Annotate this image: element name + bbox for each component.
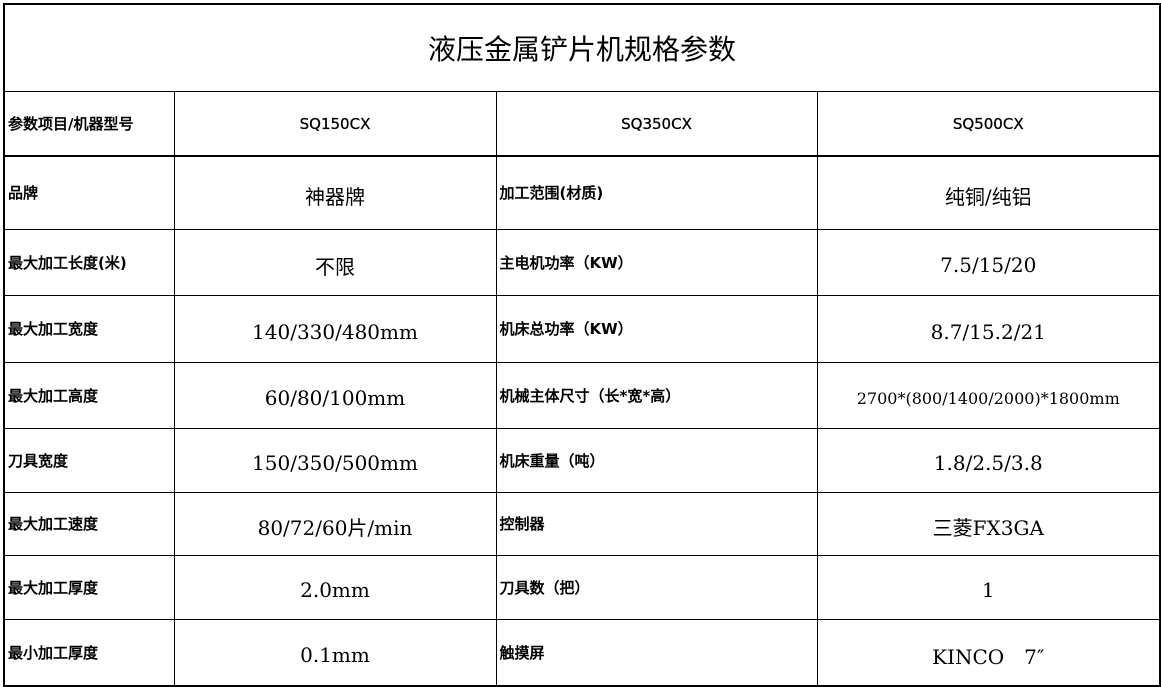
param-label: 机床重量（吨） <box>495 427 818 493</box>
param-value: 1 <box>816 554 1161 620</box>
param-value: 7.5/15/20 <box>816 228 1161 296</box>
param-label: 最大加工厚度 <box>3 554 175 620</box>
title-row: 液压金属铲片机规格参数 <box>3 3 1161 92</box>
param-label: 最大加工速度 <box>3 491 175 556</box>
param-value: 150/350/500mm <box>173 427 497 493</box>
param-value: 1.8/2.5/3.8 <box>816 427 1161 493</box>
param-label: 加工范围(材质) <box>495 155 818 230</box>
table-row: 刀具宽度 150/350/500mm 机床重量（吨） 1.8/2.5/3.8 <box>3 427 1161 493</box>
table-row: 最小加工厚度 0.1mm 触摸屏 KINCO 7″ <box>3 618 1161 687</box>
table-row: 最大加工宽度 140/330/480mm 机床总功率（KW） 8.7/15.2/21 <box>3 294 1161 363</box>
param-label: 机床总功率（KW） <box>495 294 818 363</box>
param-label: 刀具数（把） <box>495 554 818 620</box>
table-row: 最大加工高度 60/80/100mm 机械主体尺寸（长*宽*高） 2700*(800/… <box>3 361 1161 429</box>
table-title: 液压金属铲片机规格参数 <box>3 3 1161 92</box>
model-sq500cx: SQ500CX <box>816 91 1161 157</box>
param-label: 最大加工高度 <box>3 361 175 429</box>
param-value: 140/330/480mm <box>173 294 497 363</box>
param-value: KINCO 7″ <box>816 618 1161 687</box>
param-label: 品牌 <box>3 155 175 230</box>
table-row: 最大加工厚度 2.0mm 刀具数（把） 1 <box>3 554 1161 620</box>
param-label: 控制器 <box>495 491 818 556</box>
param-value: 0.1mm <box>173 618 497 687</box>
model-sq350cx: SQ350CX <box>495 91 818 157</box>
table-row: 最大加工长度(米) 不限 主电机功率（KW） 7.5/15/20 <box>3 228 1161 296</box>
param-label: 最大加工长度(米) <box>3 228 175 296</box>
param-label: 触摸屏 <box>495 618 818 687</box>
param-value: 80/72/60片/min <box>173 491 497 556</box>
param-value: 不限 <box>173 228 497 296</box>
param-value: 神器牌 <box>173 155 497 230</box>
header-row: 参数项目/机器型号 SQ150CX SQ350CX SQ500CX <box>3 91 1161 157</box>
param-value: 三菱FX3GA <box>816 491 1161 556</box>
param-value: 60/80/100mm <box>173 361 497 429</box>
param-label: 最大加工宽度 <box>3 294 175 363</box>
spec-table: 液压金属铲片机规格参数 参数项目/机器型号 SQ150CX SQ350CX SQ… <box>3 3 1161 687</box>
param-label: 机械主体尺寸（长*宽*高） <box>495 361 818 429</box>
param-label: 最小加工厚度 <box>3 618 175 687</box>
table-row: 品牌 神器牌 加工范围(材质) 纯铜/纯铝 <box>3 155 1161 230</box>
param-value: 纯铜/纯铝 <box>816 155 1161 230</box>
param-value: 2.0mm <box>173 554 497 620</box>
table-row: 最大加工速度 80/72/60片/min 控制器 三菱FX3GA <box>3 491 1161 556</box>
param-value: 8.7/15.2/21 <box>816 294 1161 363</box>
model-sq150cx: SQ150CX <box>173 91 497 157</box>
param-label: 主电机功率（KW） <box>495 228 818 296</box>
param-value: 2700*(800/1400/2000)*1800mm <box>816 361 1161 429</box>
param-label: 刀具宽度 <box>3 427 175 493</box>
header-label: 参数项目/机器型号 <box>3 91 175 157</box>
